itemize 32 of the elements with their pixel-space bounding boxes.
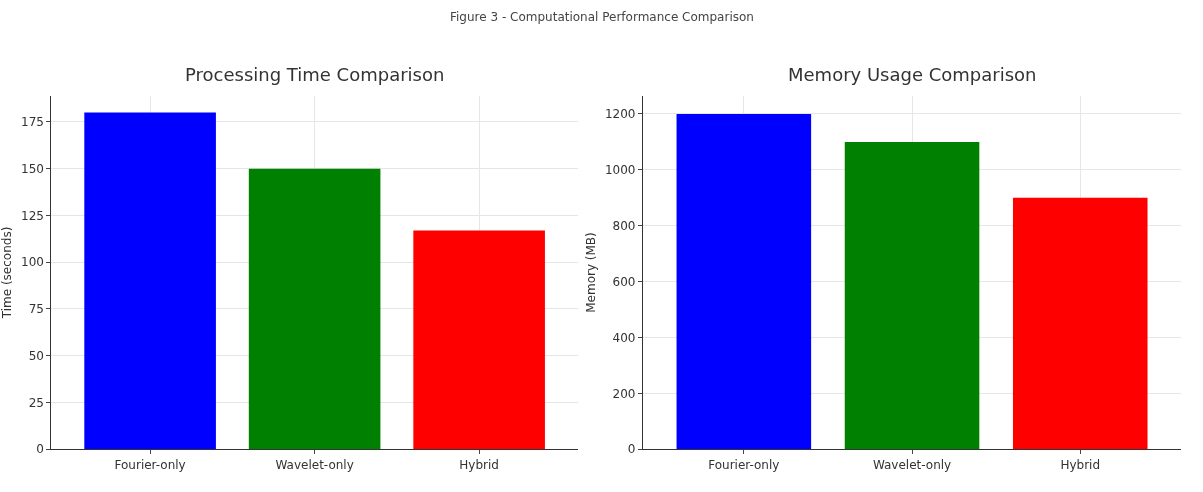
y-tick-label: 200 [612, 386, 636, 401]
chart-title: Processing Time Comparison [185, 64, 445, 85]
bar [413, 230, 545, 450]
y-tick-label: 175 [21, 115, 44, 130]
y-tick-label: 25 [28, 395, 45, 410]
y-tick-label: 150 [21, 161, 44, 176]
x-tick-label: Hybrid [459, 457, 499, 472]
y-tick-label: 100 [21, 255, 44, 270]
bar [248, 168, 381, 450]
caption: Figure 3 - Computational Performance Comparison [450, 10, 754, 24]
x-tick-label: Wavelet-only [275, 457, 354, 472]
y-tick-label: 0 [36, 442, 45, 457]
chart-title: Memory Usage Comparison [788, 64, 1037, 85]
y-tick-label: 800 [612, 218, 636, 233]
bar [676, 113, 812, 450]
y-tick-label: 0 [627, 442, 636, 457]
y-tick-label: 400 [612, 330, 636, 345]
x-tick-label: Fourier-only [708, 457, 780, 472]
y-tick-label: 75 [28, 302, 45, 317]
y-axis-title: Time (seconds) [0, 226, 15, 320]
y-tick-label: 50 [28, 348, 45, 363]
y-tick-label: 600 [612, 274, 636, 289]
x-tick-label: Hybrid [1060, 457, 1101, 472]
y-tick-label: 1000 [604, 163, 636, 178]
y-tick-label: 1200 [604, 107, 636, 122]
bar [1012, 197, 1148, 450]
x-tick-label: Wavelet-only [872, 457, 952, 472]
y-tick-label: 125 [21, 208, 44, 223]
bar [84, 112, 216, 450]
y-axis-title: Memory (MB) [584, 232, 599, 313]
bar [844, 141, 980, 450]
x-tick-label: Fourier-only [114, 457, 186, 472]
